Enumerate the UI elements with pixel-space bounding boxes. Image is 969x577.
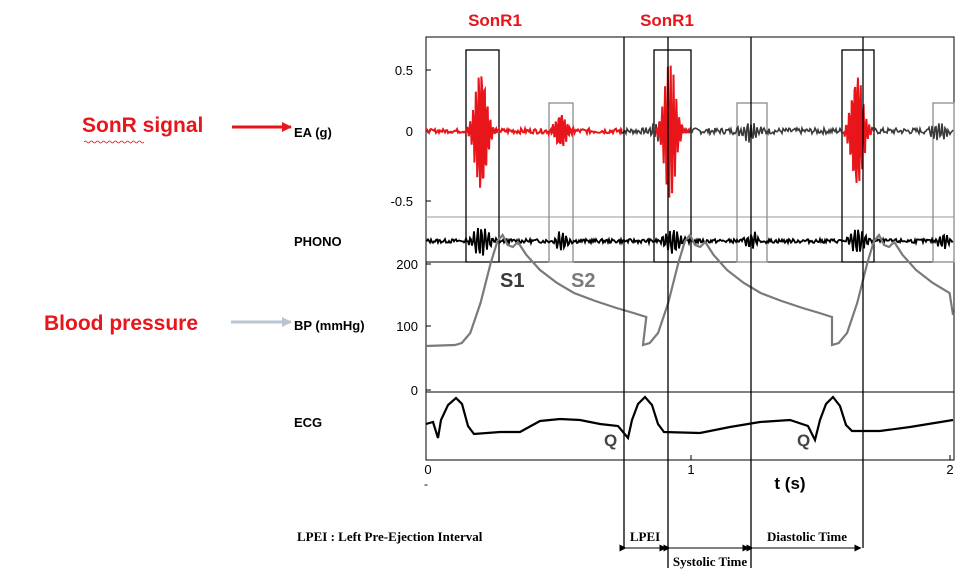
- sonr1-label: SonR1: [468, 11, 522, 30]
- systolic-time-label: Systolic Time: [673, 554, 748, 569]
- s2-label: S2: [571, 270, 595, 292]
- spellcheck-underline: [83, 140, 145, 144]
- x-tick-label: 0: [424, 462, 431, 477]
- ea-channel-label: EA (g): [294, 125, 332, 140]
- bp-tick-label: 0: [411, 383, 418, 398]
- ea-tick-label: 0.5: [395, 63, 413, 78]
- phono-trace: [425, 227, 954, 256]
- lpei-label: LPEI: [630, 529, 660, 544]
- bp-tick-label: 200: [396, 257, 418, 272]
- x-tick-label: 2: [946, 462, 953, 477]
- sonr-signal-annotation: SonR signal: [82, 114, 203, 137]
- diastolic-time-label: Diastolic Time: [767, 529, 847, 544]
- bp-tick-label: 100: [396, 319, 418, 334]
- ea-tick-label: -0.5: [391, 194, 413, 209]
- blood-pressure-annotation: Blood pressure: [44, 312, 198, 335]
- q-label: Q: [604, 431, 617, 450]
- interval-markers: [623, 37, 864, 568]
- plot-frame: [425, 36, 955, 461]
- x-axis-label: t (s): [774, 474, 805, 493]
- s1-s2-boxes: [465, 49, 955, 263]
- ea-trace-sonr: [425, 76, 623, 188]
- ecg-channel-label: ECG: [294, 415, 322, 430]
- phono-channel-label: PHONO: [294, 234, 342, 249]
- ea-trace-sonr: [655, 65, 691, 198]
- lpei-legend: LPEI : Left Pre-Ejection Interval: [297, 529, 483, 544]
- q-label: Q: [797, 431, 810, 450]
- s1-label: S1: [500, 270, 524, 292]
- minus-mark: -: [424, 477, 428, 491]
- sonr1-label: SonR1: [640, 11, 694, 30]
- ea-trace-sonr: [843, 77, 873, 183]
- bp-channel-label: BP (mmHg): [294, 318, 365, 333]
- ecg-trace: [425, 395, 954, 444]
- x-tick-label: 1: [687, 462, 694, 477]
- bp-trace: [425, 233, 955, 348]
- ea-tick-label: 0: [406, 124, 413, 139]
